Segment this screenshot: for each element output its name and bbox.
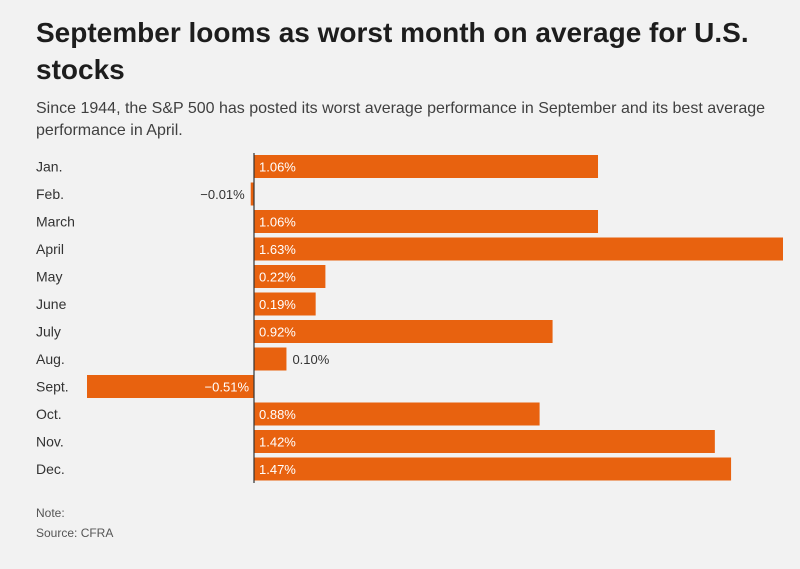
month-label: Jan. [36,159,62,175]
month-label: July [36,324,61,340]
data-label: 0.88% [259,407,296,422]
month-label: Sept. [36,379,69,395]
data-label: 1.63% [259,242,296,257]
chart-title: September looms as worst month on averag… [36,17,749,85]
data-label: 0.10% [292,352,329,367]
chart-note: Note: [36,506,65,520]
data-label: −0.51% [205,380,250,395]
chart-subtitle: Since 1944, the S&P 500 has posted its w… [36,100,766,139]
month-label: Nov. [36,434,64,450]
data-label: 1.47% [259,462,296,477]
bar [254,237,783,261]
month-label: March [36,214,75,230]
bar [254,402,540,426]
month-label: April [36,241,64,257]
month-label: Aug. [36,351,65,367]
data-label: 0.22% [259,270,296,285]
month-label: Dec. [36,461,65,477]
bar [254,155,599,178]
bar [250,182,254,206]
bar [254,457,732,481]
bar [254,347,287,371]
bar [254,292,316,316]
data-label: 1.06% [259,215,296,230]
data-label: −0.01% [200,187,245,202]
month-label: May [36,269,62,285]
bar [87,375,254,398]
month-label: June [36,296,67,312]
chart-source: Source: CFRA [36,526,114,540]
month-label: Feb. [36,186,64,202]
bar [254,210,599,233]
data-label: 1.06% [259,160,296,175]
data-label: 0.19% [259,297,296,312]
month-label: Oct. [36,406,62,422]
data-label: 0.92% [259,325,296,340]
data-label: 1.42% [259,435,296,450]
bar [254,265,326,288]
bar [254,320,553,343]
bar [254,430,715,453]
